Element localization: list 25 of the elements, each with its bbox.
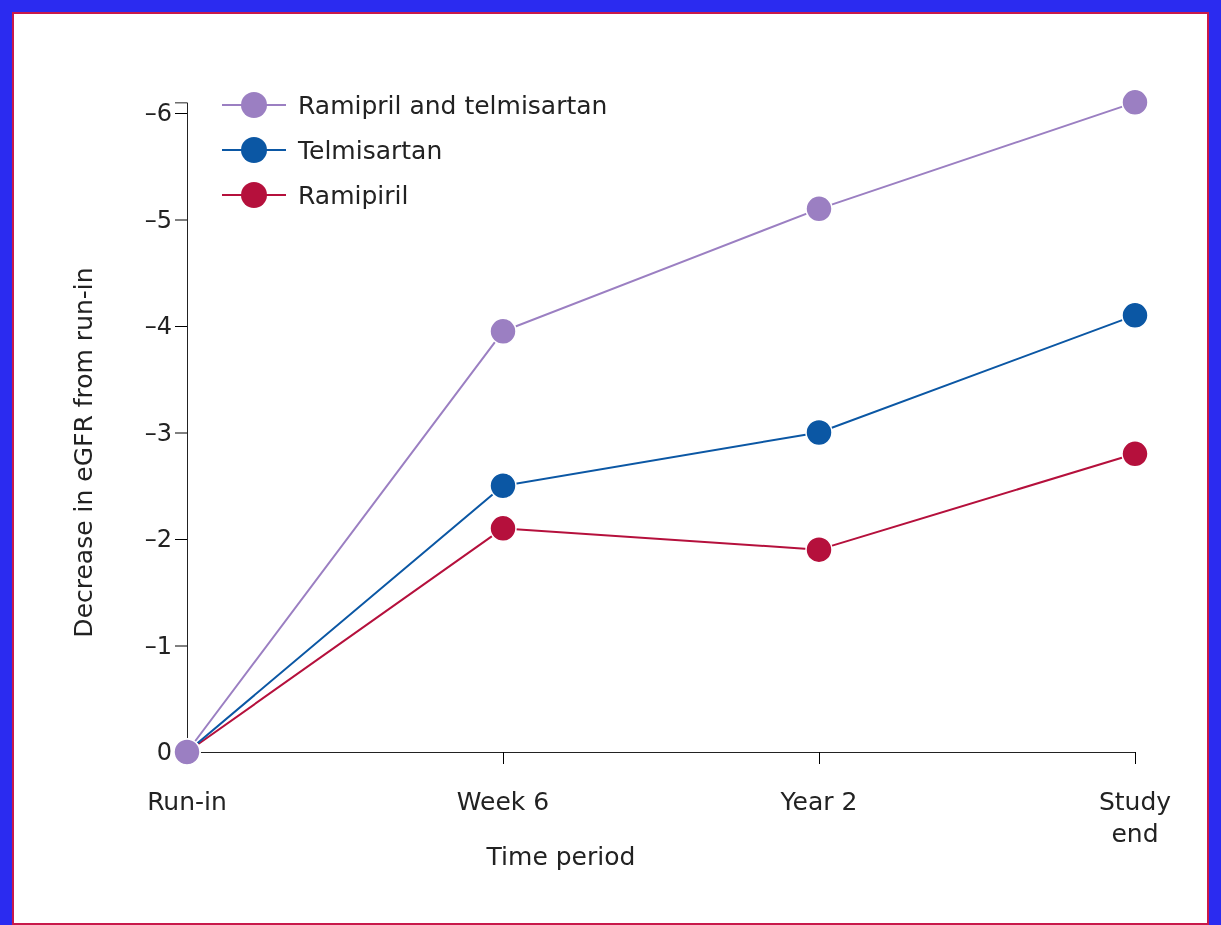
point [805,535,833,564]
y-tick-label: –2 [144,525,172,554]
point [805,418,833,447]
x-tick-label: Run-in [147,787,227,816]
point [805,195,833,223]
y-tick-label: –4 [144,312,172,341]
y-tick-label: –6 [144,99,172,128]
y-axis-title: Decrease in eGFR from run-in [69,267,98,638]
x-tick-label: Week 6 [456,787,550,816]
legend-label: Ramipiril [298,181,409,210]
y-tick-label: –1 [144,631,172,660]
point [489,317,517,346]
y-tick-label: –3 [144,418,172,447]
point [1121,440,1149,468]
x-tick-label: Study end [1098,787,1172,848]
point [489,472,517,500]
legend-label: Telmisartan [297,136,443,165]
point [489,514,517,543]
legend-label: Ramipril and telmisartan [298,91,608,120]
point [1121,301,1149,330]
point [1121,88,1149,117]
y-tick-label: 0 [156,738,172,767]
x-tick-label: Year 2 [779,787,858,816]
y-tick-label: –5 [144,205,172,234]
x-axis-title: Time period [485,842,636,871]
